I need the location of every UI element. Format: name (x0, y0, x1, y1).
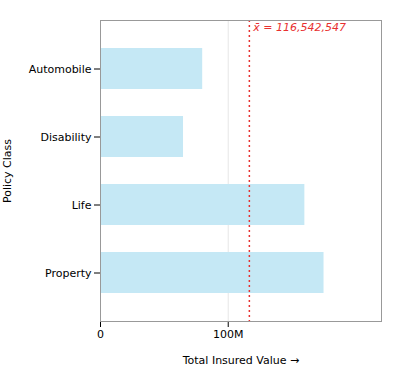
svg-text:Total Insured Value →: Total Insured Value → (182, 354, 300, 366)
svg-text:Policy Class: Policy Class (1, 139, 14, 203)
svg-text:Disability: Disability (41, 131, 92, 144)
svg-text:Automobile: Automobile (29, 63, 92, 76)
svg-text:Life: Life (72, 199, 92, 212)
svg-text:100M: 100M (213, 328, 244, 341)
svg-text:x̄ = 116,542,547: x̄ = 116,542,547 (252, 21, 346, 34)
svg-text:0: 0 (97, 328, 104, 341)
svg-text:Property: Property (45, 267, 92, 280)
